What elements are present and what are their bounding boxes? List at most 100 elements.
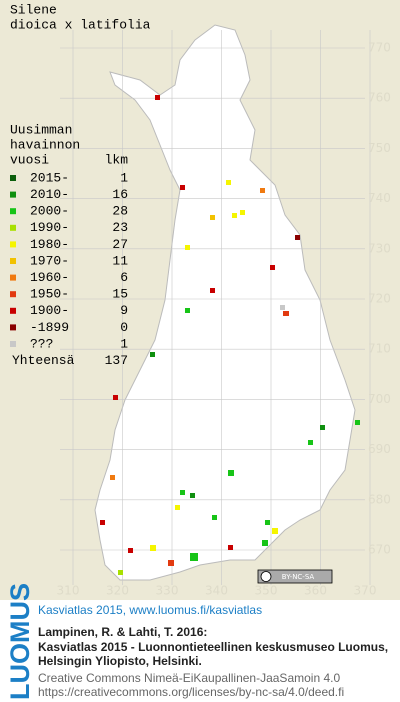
- legend-swatch: [10, 241, 16, 248]
- legend-swatch: [10, 341, 16, 347]
- dot: [226, 180, 231, 185]
- dot: [155, 95, 160, 100]
- legend-count: 6: [120, 270, 128, 285]
- observation-dots: [100, 95, 360, 575]
- legend-label: 1970-: [30, 253, 69, 268]
- license-badge: BY-NC-SA: [257, 569, 333, 584]
- dot: [128, 548, 133, 553]
- dot: [168, 560, 174, 566]
- finland-outline: [94, 24, 356, 581]
- atlas-link[interactable]: Kasviatlas 2015, www.luomus.fi/kasviatla…: [38, 603, 262, 617]
- species-title: dioica x latifolia: [10, 17, 151, 32]
- dot: [240, 210, 245, 215]
- dot: [180, 490, 185, 495]
- legend-col-count: lkm: [105, 152, 129, 167]
- license-url[interactable]: https://creativecommons.org/licenses/by-…: [38, 685, 344, 699]
- license-text: Creative Commons Nimeä-EiKaupallinen-Jaa…: [38, 671, 340, 685]
- legend-swatch: [10, 291, 16, 298]
- legend-heading: Uusimman: [10, 122, 72, 137]
- x-label: 310: [57, 584, 80, 598]
- legend-swatch: [10, 258, 16, 264]
- legend-count: 16: [112, 187, 128, 202]
- dot: [283, 311, 289, 316]
- legend-swatch: [10, 175, 16, 181]
- dot: [265, 520, 270, 525]
- citation: Kasviatlas 2015 - Luonnontieteellinen ke…: [38, 640, 388, 654]
- y-label: 690: [368, 442, 391, 456]
- x-label: 370: [354, 584, 377, 598]
- dot: [110, 475, 115, 480]
- dot: [180, 185, 185, 190]
- legend-label: 1950-: [30, 287, 69, 302]
- legend-swatch: [10, 307, 16, 314]
- legend-swatch: [10, 274, 16, 281]
- dot: [175, 505, 180, 510]
- species-title: Silene: [10, 2, 57, 17]
- dot: [210, 288, 215, 293]
- y-label: 680: [368, 492, 391, 506]
- legend-swatch: [10, 224, 16, 231]
- legend-label: 1990-: [30, 220, 69, 235]
- x-label: 360: [304, 584, 327, 598]
- dot: [232, 213, 237, 218]
- dot: [150, 352, 155, 357]
- dot: [228, 545, 233, 550]
- y-label: 740: [368, 191, 391, 205]
- legend-col-year: vuosi: [10, 152, 49, 167]
- dot: [190, 553, 198, 561]
- legend-label: ???: [30, 336, 53, 351]
- y-label: 710: [368, 342, 391, 356]
- legend-label: 1960-: [30, 270, 69, 285]
- legend-total: 137: [105, 353, 128, 368]
- legend-count: 28: [112, 204, 128, 219]
- legend-swatch: [10, 208, 16, 215]
- legend-count: 23: [112, 220, 128, 235]
- x-label: 350: [255, 584, 278, 598]
- y-label: 670: [368, 543, 391, 557]
- grid: [60, 30, 371, 585]
- dot: [272, 528, 278, 534]
- legend-label: 1900-: [30, 303, 69, 318]
- badge-box: [257, 569, 333, 584]
- x-label: 340: [205, 584, 228, 598]
- legend-heading: havainnon: [10, 137, 80, 152]
- dot: [185, 308, 190, 313]
- dot: [190, 493, 195, 498]
- x-label: 320: [106, 584, 129, 598]
- y-label: 760: [368, 91, 391, 105]
- dot: [260, 188, 265, 193]
- dot: [270, 265, 275, 270]
- legend-label: 2000-: [30, 204, 69, 219]
- dot: [118, 570, 123, 575]
- y-label: 750: [368, 141, 391, 155]
- dot: [185, 245, 190, 250]
- dot: [100, 520, 105, 525]
- dot: [150, 545, 156, 551]
- legend-total-label: Yhteensä: [12, 353, 75, 368]
- dot: [320, 425, 325, 430]
- legend-swatch: [10, 191, 16, 198]
- dot: [228, 470, 234, 476]
- y-label: 700: [368, 392, 391, 406]
- luomus-logo: LUOMUS: [5, 583, 35, 700]
- legend-count: 11: [112, 253, 128, 268]
- badge-cc-icon: [260, 571, 272, 582]
- y-label: 770: [368, 41, 391, 55]
- y-label: 730: [368, 241, 391, 255]
- citation: Helsingin Yliopisto, Helsinki.: [38, 654, 202, 668]
- dot: [262, 540, 268, 546]
- legend-swatch: [10, 324, 16, 331]
- legend-count: 1: [120, 170, 128, 185]
- legend-label: 2010-: [30, 187, 69, 202]
- dot: [280, 305, 285, 310]
- legend-count: 9: [120, 303, 128, 318]
- legend-count: 0: [120, 320, 128, 335]
- dot: [355, 420, 360, 425]
- dot: [295, 235, 300, 240]
- dot: [113, 395, 118, 400]
- citation: Lampinen, R. & Lahti, T. 2016:: [38, 625, 207, 639]
- legend-count: 27: [112, 237, 128, 252]
